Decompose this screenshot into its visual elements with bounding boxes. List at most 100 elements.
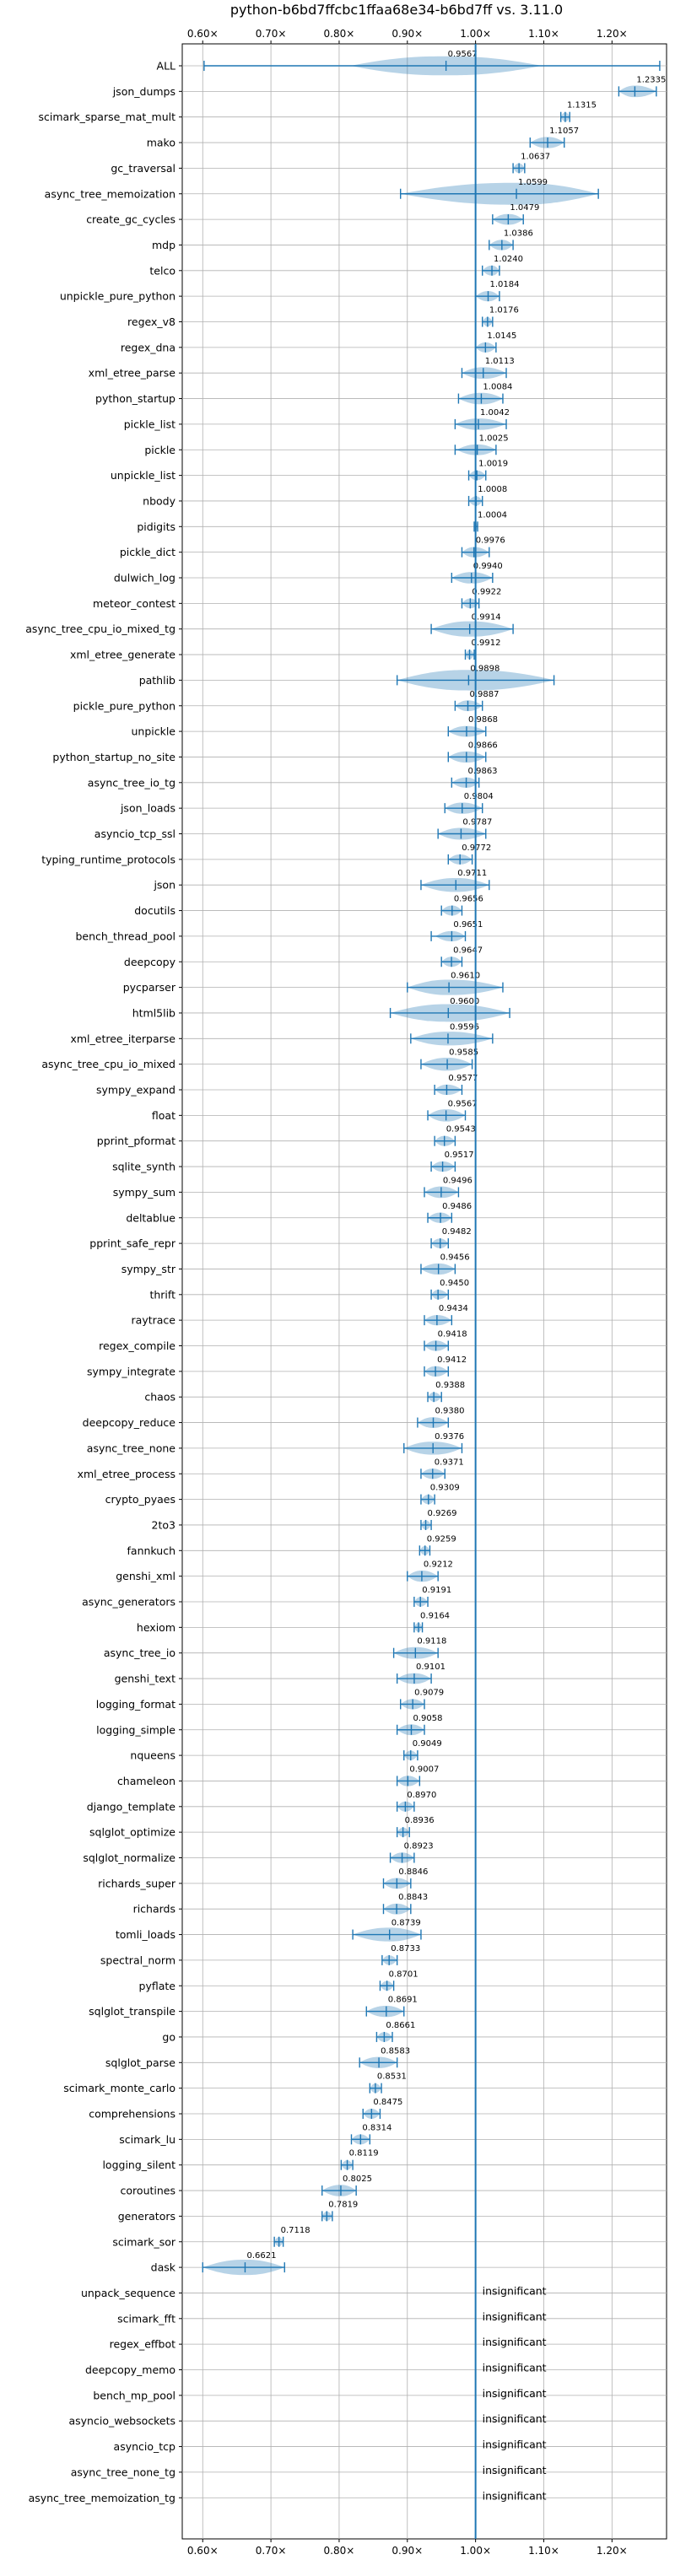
mean-value-label: 0.9543	[446, 1125, 476, 1134]
benchmark-name-label: thrift	[149, 1288, 176, 1301]
benchmark-row: sqlglot_transpile 0.8691	[89, 1996, 667, 2018]
benchmark-row: chameleon 0.9007	[117, 1765, 667, 1787]
mean-value-label: 0.9376	[435, 1432, 464, 1442]
mean-value-label: 0.9118	[417, 1637, 446, 1646]
benchmark-name-label: dulwich_log	[114, 572, 176, 585]
benchmark-name-label: gc_traversal	[111, 162, 176, 175]
benchmark-row: gc_traversal 1.0637	[111, 152, 667, 175]
benchmark-row: async_tree_none_tg insignificant	[71, 2464, 667, 2478]
x-tick-label-bottom: 1.10×	[528, 2545, 559, 2557]
mean-value-label: 0.8970	[407, 1791, 436, 1800]
benchmark-row: docutils 0.9656	[134, 895, 667, 917]
x-tick-label-top: 1.10×	[528, 28, 559, 40]
mean-value-label: 1.0042	[480, 408, 510, 418]
benchmark-row: logging_format 0.9079	[96, 1688, 667, 1711]
mean-value-label: 0.9101	[416, 1663, 446, 1672]
mean-value-label: 0.9866	[468, 741, 498, 750]
benchmark-row: logging_silent 0.8119	[102, 2149, 667, 2171]
benchmark-row: dulwich_log 0.9940	[114, 562, 667, 585]
axis-layer: 0.60× 0.60× 0.70× 0.70× 0.80× 0.80× 0.90× 0.90×…	[187, 28, 628, 2557]
insignificant-label: insignificant	[483, 2464, 547, 2476]
benchmark-row: xml_etree_parse 1.0113	[89, 357, 667, 380]
mean-value-label: 0.7819	[328, 2200, 358, 2209]
benchmark-row: html5lib 0.9600	[132, 997, 667, 1022]
benchmark-row: sympy_integrate 0.9412	[87, 1355, 667, 1377]
benchmark-row: unpickle 0.9868	[131, 715, 667, 738]
benchmark-name-label: scimark_sor	[112, 2235, 176, 2248]
mean-value-label: 0.9577	[448, 1074, 478, 1083]
benchmark-row: float 0.9567	[152, 1099, 667, 1122]
benchmark-name-label: sqlite_synth	[112, 1161, 176, 1173]
benchmark-row: mako 1.1057	[147, 127, 667, 149]
benchmark-name-label: async_generators	[82, 1596, 176, 1609]
mean-value-label: 0.9079	[414, 1688, 444, 1697]
benchmark-row: pickle 1.0025	[144, 434, 667, 456]
benchmark-name-label: docutils	[134, 904, 176, 917]
benchmark-row: async_tree_memoization 1.0599	[45, 178, 667, 205]
benchmark-name-label: meteor_contest	[93, 597, 176, 610]
mean-value-label: 1.0084	[483, 383, 512, 392]
benchmark-row: sympy_sum 0.9496	[113, 1176, 667, 1199]
x-tick-label-bottom: 0.70×	[256, 2545, 287, 2557]
x-tick-label-bottom: 0.60×	[187, 2545, 219, 2557]
mean-value-label: 0.9496	[443, 1176, 472, 1185]
benchmark-row: create_gc_cycles 1.0479	[86, 203, 667, 226]
benchmark-name-label: scimark_lu	[119, 2133, 176, 2146]
mean-value-label: 0.9058	[413, 1714, 442, 1723]
mean-value-label: 0.9380	[435, 1407, 465, 1416]
x-tick-label-bottom: 1.20×	[597, 2545, 628, 2557]
benchmark-row: pprint_safe_repr 0.9482	[89, 1227, 667, 1250]
benchmark-name-label: coroutines	[121, 2185, 176, 2197]
benchmark-row: raytrace 0.9434	[132, 1304, 667, 1327]
benchmark-name-label: sympy_expand	[96, 1084, 176, 1097]
benchmark-name-label: bench_mp_pool	[93, 2389, 176, 2401]
benchmark-row: deepcopy_memo insignificant	[85, 2362, 667, 2376]
insignificant-label: insignificant	[483, 2284, 547, 2297]
benchmark-row: asyncio_tcp insignificant	[114, 2439, 667, 2453]
benchmark-row: django_template 0.8970	[87, 1791, 667, 1813]
benchmark-name-label: richards	[133, 1903, 176, 1916]
mean-value-label: 0.9914	[472, 613, 501, 622]
mean-value-label: 0.8936	[405, 1816, 435, 1825]
mean-value-label: 0.9412	[437, 1355, 467, 1365]
mean-value-label: 0.9656	[454, 895, 483, 904]
mean-value-label: 0.9418	[438, 1330, 467, 1339]
benchmark-row: generators 0.7819	[118, 2200, 667, 2223]
x-tick-label-top: 0.90×	[392, 28, 423, 40]
benchmark-row: scimark_sparse_mat_mult 1.1315	[39, 101, 667, 123]
mean-value-label: 1.1057	[549, 127, 579, 136]
benchmark-name-label: pidigits	[137, 520, 176, 533]
insignificant-label: insignificant	[483, 2489, 547, 2502]
benchmark-name-label: pycparser	[123, 981, 176, 994]
mean-value-label: 0.9309	[430, 1484, 460, 1493]
benchmark-name-label: spectral_norm	[100, 1954, 176, 1966]
mean-value-label: 0.9567	[448, 50, 478, 59]
mean-value-label: 1.0637	[521, 152, 550, 161]
x-tick-label-top: 1.00×	[460, 28, 491, 40]
mean-value-label: 1.0386	[504, 229, 533, 238]
mean-value-label: 0.9212	[424, 1560, 453, 1570]
benchmark-name-label: pickle_dict	[120, 546, 176, 558]
benchmark-row: hexiom 0.9164	[137, 1611, 667, 1634]
chart-title: python-b6bd7ffcbc1ffaa68e34-b6bd7ff vs. …	[230, 2, 563, 18]
benchmark-row: python_startup 1.0084	[95, 383, 667, 405]
benchmark-name-label: regex_compile	[99, 1339, 176, 1352]
mean-value-label: 1.0184	[490, 280, 520, 289]
mean-value-label: 0.8691	[388, 1996, 418, 2005]
mean-value-label: 0.9482	[442, 1227, 472, 1237]
benchmark-row: async_tree_none 0.9376	[87, 1432, 667, 1455]
mean-value-label: 0.8314	[362, 2123, 392, 2132]
benchmark-row: pickle_dict 0.9976	[120, 536, 667, 558]
mean-value-label: 0.9804	[464, 792, 494, 801]
benchmark-row: pycparser 0.9610	[123, 972, 667, 995]
benchmark-row: python_startup_no_site 0.9866	[52, 741, 667, 763]
benchmark-name-label: async_tree_io_tg	[88, 776, 176, 789]
benchmark-row: genshi_text 0.9101	[115, 1663, 667, 1685]
benchmark-row: regex_v8 1.0176	[127, 306, 667, 328]
benchmark-row: json 0.9711	[153, 869, 667, 892]
benchmark-name-label: asyncio_tcp_ssl	[94, 827, 176, 840]
benchmark-row: crypto_pyaes 0.9309	[105, 1484, 667, 1506]
mean-value-label: 0.9596	[450, 1022, 479, 1032]
mean-value-label: 0.9434	[439, 1304, 468, 1313]
benchmark-name-label: sympy_integrate	[87, 1365, 176, 1377]
